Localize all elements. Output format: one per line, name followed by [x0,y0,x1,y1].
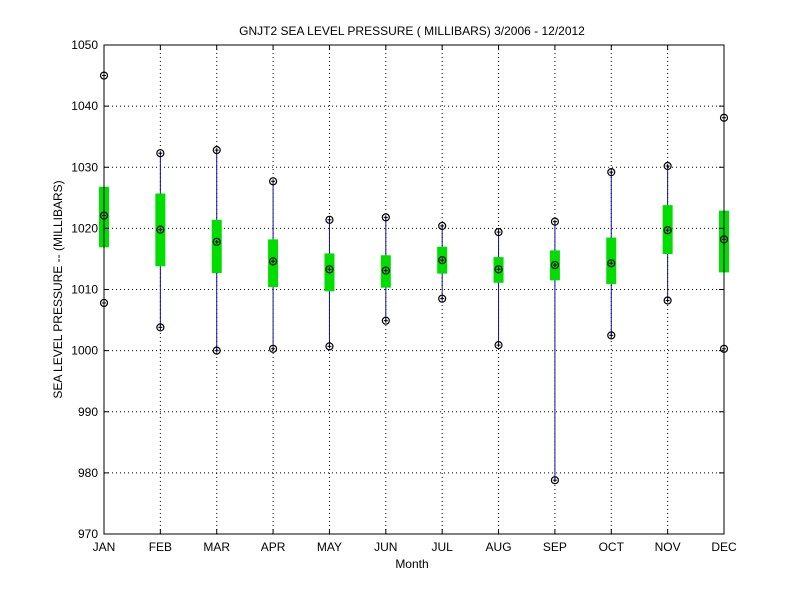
x-tick-label: AUG [486,540,512,554]
mean-marker [550,260,560,270]
min-marker-ring [438,294,447,303]
box-jun [380,213,391,325]
y-tick-label: 980 [78,466,98,480]
mean-marker-ring [607,259,616,268]
min-marker-ring [663,296,672,305]
box-apr [268,177,279,353]
x-tick-label: OCT [599,540,625,554]
mean-marker [156,225,165,234]
y-tick-label: 990 [78,405,98,419]
y-tick-label: 1030 [71,160,98,174]
mean-marker [494,265,503,274]
min-marker [212,346,221,355]
min-marker-ring [325,342,334,351]
min-marker-ring [494,341,503,350]
max-marker-ring [663,161,672,171]
min-marker [494,341,503,350]
x-tick-label: JUL [432,540,454,554]
max-marker-ring [212,146,221,155]
box-nov [662,161,673,305]
mean-marker [663,226,672,235]
max-marker [607,168,616,177]
box-mar [211,146,222,355]
min-marker [550,476,560,485]
mean-marker [381,266,390,275]
x-tick-label: MAR [203,540,230,554]
y-tick-label: 1000 [71,344,98,358]
min-marker-ring [381,316,390,325]
x-tick-label: JAN [93,540,116,554]
iqr-box [211,219,222,273]
max-marker-ring [494,227,503,237]
mean-marker-ring [212,237,221,246]
mean-marker [607,259,616,268]
min-marker [607,331,616,340]
x-tick-label: FEB [149,540,172,554]
max-marker [381,213,390,222]
x-axis-label: Month [395,557,428,571]
x-tick-label: DEC [711,540,737,554]
max-marker-ring [325,215,334,224]
box-jul [437,221,448,303]
max-marker-ring [438,221,447,231]
min-marker [663,296,672,305]
y-tick-label: 1050 [71,38,98,52]
min-marker [381,316,390,325]
box-aug [493,227,504,350]
max-marker [494,227,503,237]
max-marker-ring [268,177,278,186]
x-tick-label: JUN [374,540,397,554]
min-marker [156,323,165,332]
chart-title: GNJT2 SEA LEVEL PRESSURE ( MILLIBARS) 3/… [239,24,585,38]
mean-marker-ring [494,265,503,274]
max-marker [438,221,447,231]
y-tick-label: 970 [78,527,98,541]
max-marker [156,149,165,158]
y-tick-label: 1040 [71,99,98,113]
box-feb [155,149,166,332]
max-marker-ring [607,168,616,177]
min-marker [268,344,278,353]
min-marker-ring [212,346,221,355]
x-tick-label: APR [261,540,286,554]
axis-ticks: 970 980 990 1000 1010 1020 1030 1040 1050 JAN FEB M… [71,38,737,554]
max-marker [550,217,560,226]
min-marker-ring [156,323,165,332]
box-oct [606,168,617,340]
max-marker [268,177,278,186]
box-sep [549,217,560,485]
mean-marker-ring [156,225,165,234]
mean-marker [325,265,334,274]
mean-marker-ring [268,257,278,266]
box-may [324,215,335,351]
mean-marker [268,257,278,266]
min-marker-ring [268,344,278,353]
x-tick-label: MAY [317,540,342,554]
min-marker [438,294,447,303]
x-tick-label: SEP [543,540,567,554]
mean-marker-ring [550,260,560,270]
x-tick-label: NOV [655,540,681,554]
max-marker [663,161,672,171]
min-marker-ring [550,476,560,485]
mean-marker [438,256,447,265]
mean-marker-ring [663,226,672,235]
min-marker [325,342,334,351]
max-marker [325,215,334,224]
max-marker-ring [156,149,165,158]
y-tick-label: 1010 [71,283,98,297]
max-marker-ring [381,213,390,222]
max-marker [212,146,221,155]
mean-marker-ring [381,266,390,275]
y-tick-label: 1020 [71,221,98,235]
mean-marker-ring [438,256,447,265]
y-axis-label: SEA LEVEL PRESSURE -- (MILLIBARS) [51,180,65,398]
iqr-box [606,237,617,284]
min-marker-ring [607,331,616,340]
max-marker-ring [550,217,560,226]
mean-marker [212,237,221,246]
mean-marker-ring [325,265,334,274]
